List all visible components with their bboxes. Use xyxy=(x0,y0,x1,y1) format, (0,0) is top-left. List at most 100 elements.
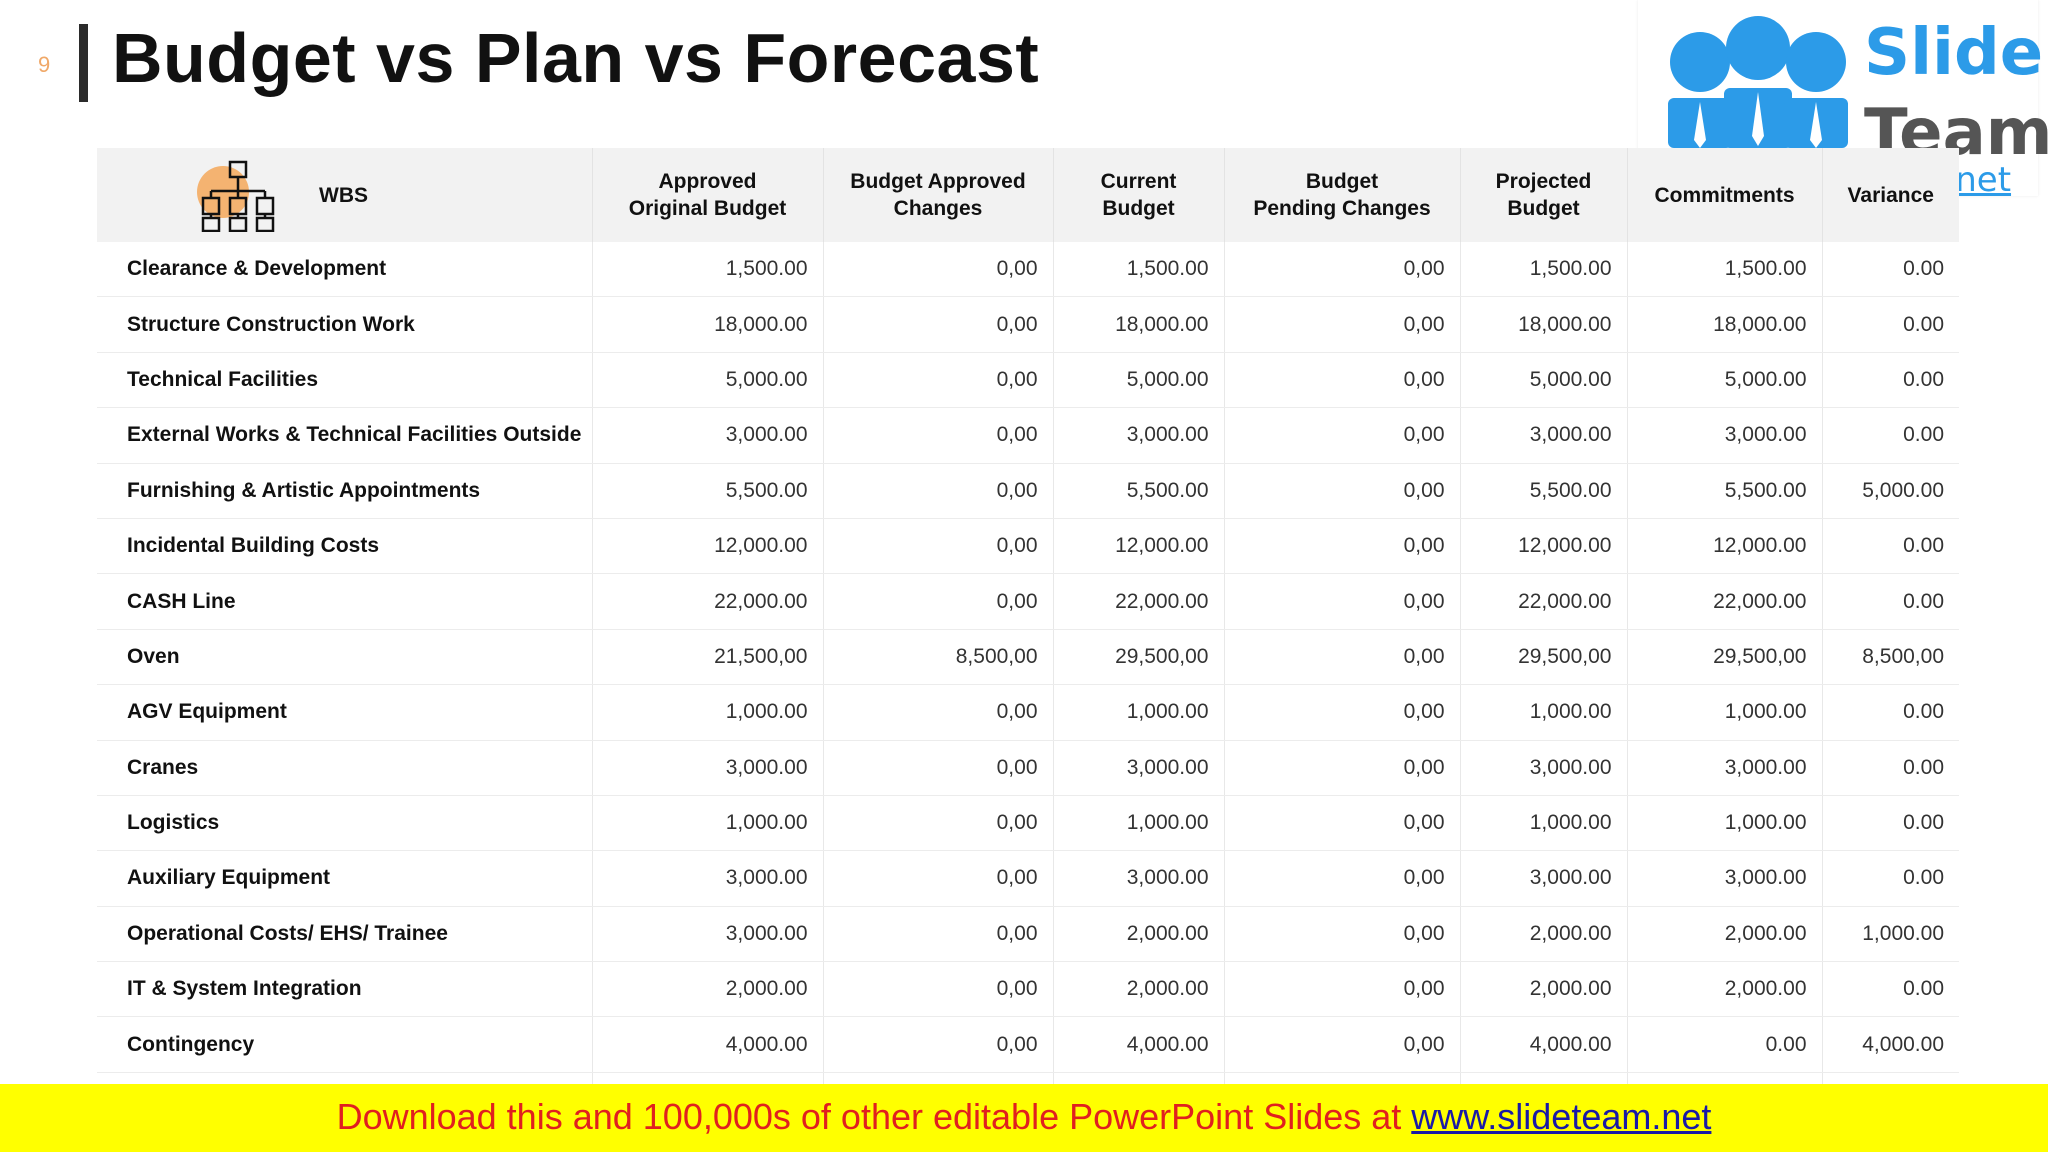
value-cell: 3,000.00 xyxy=(1460,740,1627,795)
value-cell: 0,00 xyxy=(1224,574,1460,629)
value-cell: 0,00 xyxy=(1224,685,1460,740)
value-cell: 8,500,00 xyxy=(823,629,1053,684)
column-header: Approved Original Budget xyxy=(592,148,823,242)
value-cell: 3,000.00 xyxy=(592,408,823,463)
wbs-item-name: Technical Facilities xyxy=(97,352,592,407)
wbs-item-name: Incidental Building Costs xyxy=(97,518,592,573)
value-cell: 0,00 xyxy=(823,740,1053,795)
table-row: Structure Construction Work 18,000.00 0,00… xyxy=(97,297,1959,352)
wbs-item-name: Oven xyxy=(97,629,592,684)
header-label: WBS xyxy=(319,182,368,209)
budget-table-container: WBS Approved Original Budget Budget Approve… xyxy=(97,148,1959,1128)
value-cell: 1,000.00 xyxy=(592,795,823,850)
value-cell: 0,00 xyxy=(1224,851,1460,906)
budget-table: WBS Approved Original Budget Budget Approve… xyxy=(97,148,1959,1128)
value-cell: 3,000.00 xyxy=(1053,740,1224,795)
slide-title: Budget vs Plan vs Forecast xyxy=(112,18,1039,98)
value-cell: 4,000.00 xyxy=(1460,1017,1627,1072)
value-cell: 3,000.00 xyxy=(1627,851,1822,906)
value-cell: 22,000.00 xyxy=(592,574,823,629)
value-cell: 0,00 xyxy=(823,408,1053,463)
value-cell: 12,000.00 xyxy=(1627,518,1822,573)
value-cell: 5,000.00 xyxy=(1053,352,1224,407)
table-row: CASH Line 22,000.00 0,00 22,000.00 0,00 22,00… xyxy=(97,574,1959,629)
value-cell: 2,000.00 xyxy=(1053,962,1224,1017)
value-cell: 0,00 xyxy=(823,297,1053,352)
value-cell: 3,000.00 xyxy=(1053,408,1224,463)
value-cell: 5,000.00 xyxy=(592,352,823,407)
hierarchy-icon xyxy=(197,160,277,232)
table-row: IT & System Integration 2,000.00 0,00 2,000… xyxy=(97,962,1959,1017)
value-cell: 2,000.00 xyxy=(1627,962,1822,1017)
column-header: Budget Pending Changes xyxy=(1224,148,1460,242)
value-cell: 3,000.00 xyxy=(592,906,823,961)
column-header: Projected Budget xyxy=(1460,148,1627,242)
table-row: Furnishing & Artistic Appointments 5,500.… xyxy=(97,463,1959,518)
header-wbs: WBS xyxy=(97,148,592,242)
wbs-item-name: Auxiliary Equipment xyxy=(97,851,592,906)
value-cell: 8,500,00 xyxy=(1822,629,1959,684)
value-cell: 0,00 xyxy=(823,518,1053,573)
value-cell: 0.00 xyxy=(1822,408,1959,463)
value-cell: 0,00 xyxy=(1224,906,1460,961)
value-cell: 0,00 xyxy=(823,906,1053,961)
page-number: 9 xyxy=(38,52,50,78)
value-cell: 5,500.00 xyxy=(1053,463,1224,518)
column-header: Budget Approved Changes xyxy=(823,148,1053,242)
column-header: Variance xyxy=(1822,148,1959,242)
value-cell: 0,00 xyxy=(823,795,1053,850)
wbs-item-name: Structure Construction Work xyxy=(97,297,592,352)
value-cell: 22,000.00 xyxy=(1627,574,1822,629)
value-cell: 1,000.00 xyxy=(1627,685,1822,740)
value-cell: 0,00 xyxy=(823,352,1053,407)
value-cell: 1,500.00 xyxy=(592,242,823,297)
table-row: Incidental Building Costs 12,000.00 0,00 12… xyxy=(97,518,1959,573)
value-cell: 0.00 xyxy=(1822,297,1959,352)
value-cell: 0,00 xyxy=(823,685,1053,740)
value-cell: 2,000.00 xyxy=(592,962,823,1017)
value-cell: 21,500,00 xyxy=(592,629,823,684)
value-cell: 29,500,00 xyxy=(1460,629,1627,684)
value-cell: 0,00 xyxy=(823,242,1053,297)
value-cell: 1,500.00 xyxy=(1460,242,1627,297)
value-cell: 22,000.00 xyxy=(1460,574,1627,629)
value-cell: 0,00 xyxy=(1224,518,1460,573)
value-cell: 12,000.00 xyxy=(1053,518,1224,573)
value-cell: 3,000.00 xyxy=(1460,851,1627,906)
banner-link[interactable]: www.slideteam.net xyxy=(1411,1096,1711,1137)
value-cell: 1,000.00 xyxy=(1053,795,1224,850)
table-row: Logistics 1,000.00 0,00 1,000.00 0,00 1,000.0… xyxy=(97,795,1959,850)
value-cell: 3,000.00 xyxy=(592,740,823,795)
table-row: Contingency 4,000.00 0,00 4,000.00 0,00 4,000… xyxy=(97,1017,1959,1072)
wbs-item-name: Operational Costs/ EHS/ Trainee xyxy=(97,906,592,961)
value-cell: 1,000.00 xyxy=(1460,685,1627,740)
table-row: Clearance & Development 1,500.00 0,00 1,500… xyxy=(97,242,1959,297)
value-cell: 12,000.00 xyxy=(1460,518,1627,573)
value-cell: 3,000.00 xyxy=(1627,408,1822,463)
value-cell: 1,000.00 xyxy=(1822,906,1959,961)
value-cell: 0,00 xyxy=(823,962,1053,1017)
value-cell: 5,000.00 xyxy=(1822,463,1959,518)
value-cell: 3,000.00 xyxy=(1460,408,1627,463)
people-logo-icon xyxy=(1660,10,1860,155)
value-cell: 1,000.00 xyxy=(592,685,823,740)
value-cell: 0,00 xyxy=(1224,463,1460,518)
column-header: Current Budget xyxy=(1053,148,1224,242)
value-cell: 0.00 xyxy=(1822,242,1959,297)
value-cell: 2,000.00 xyxy=(1460,906,1627,961)
wbs-item-name: Contingency xyxy=(97,1017,592,1072)
table-row: Operational Costs/ EHS/ Trainee 3,000.00 0… xyxy=(97,906,1959,961)
column-header: Commitments xyxy=(1627,148,1822,242)
value-cell: 12,000.00 xyxy=(592,518,823,573)
value-cell: 22,000.00 xyxy=(1053,574,1224,629)
wbs-item-name: Cranes xyxy=(97,740,592,795)
table-row: AGV Equipment 1,000.00 0,00 1,000.00 0,00 1,0… xyxy=(97,685,1959,740)
value-cell: 3,000.00 xyxy=(1627,740,1822,795)
value-cell: 0.00 xyxy=(1822,795,1959,850)
value-cell: 0.00 xyxy=(1822,851,1959,906)
value-cell: 0,00 xyxy=(1224,297,1460,352)
value-cell: 0,00 xyxy=(823,463,1053,518)
value-cell: 0,00 xyxy=(1224,352,1460,407)
value-cell: 0,00 xyxy=(1224,740,1460,795)
value-cell: 0.00 xyxy=(1822,574,1959,629)
